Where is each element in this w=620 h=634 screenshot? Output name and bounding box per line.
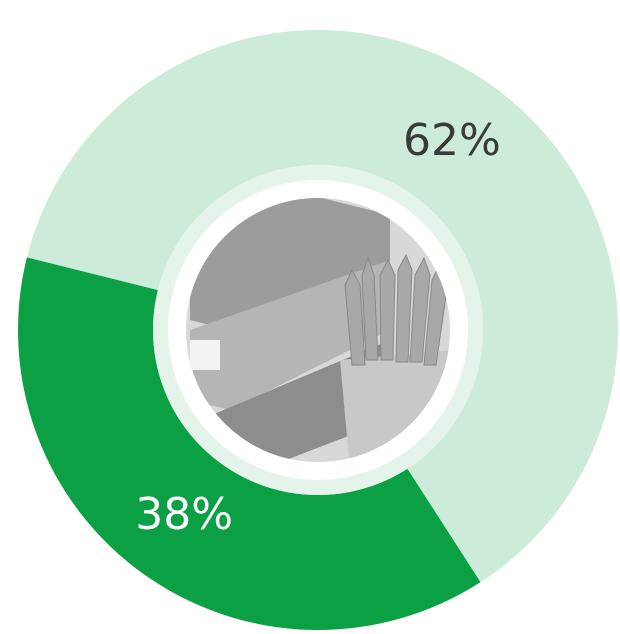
center-image <box>153 165 483 495</box>
donut-segment <box>26 30 619 583</box>
donut <box>18 30 619 630</box>
value-label: 38% <box>135 489 233 540</box>
value-label: 62% <box>403 115 501 166</box>
donut-segment <box>18 257 481 630</box>
labels: 62% 38% <box>135 115 501 540</box>
